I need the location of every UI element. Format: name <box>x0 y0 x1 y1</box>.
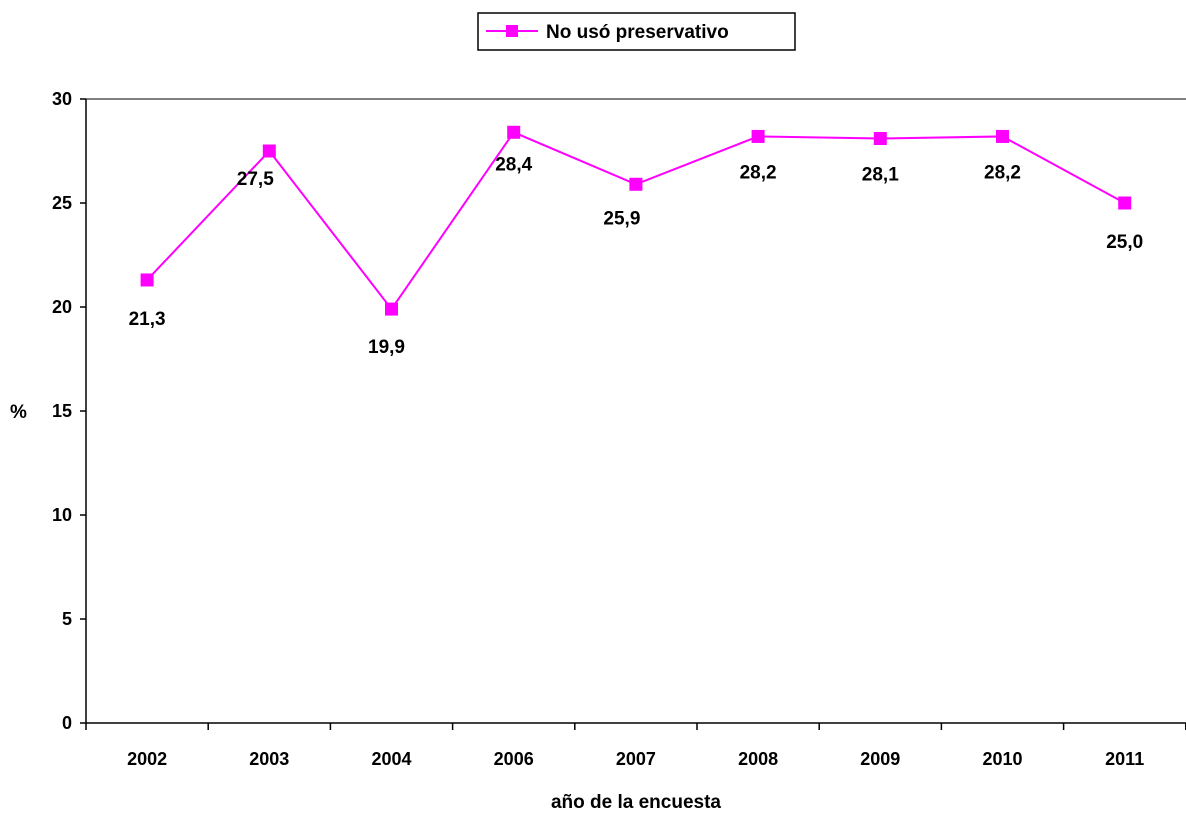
data-point-marker <box>1118 196 1132 210</box>
data-point-marker <box>751 129 765 143</box>
data-label: 28,2 <box>740 162 777 183</box>
data-point-marker <box>507 125 521 139</box>
y-tick-label: 15 <box>52 401 72 421</box>
x-tick-label: 2010 <box>982 749 1022 769</box>
x-tick-label: 2008 <box>738 749 778 769</box>
y-tick-label: 5 <box>62 609 72 629</box>
data-label: 25,0 <box>1106 232 1143 253</box>
data-point-marker <box>385 302 398 316</box>
series-no-uso-preservativo <box>140 125 1132 316</box>
x-axis-title: año de la encuesta <box>551 792 721 813</box>
data-label: 28,4 <box>495 154 532 175</box>
data-label: 28,2 <box>984 162 1021 183</box>
x-tick-label: 2009 <box>860 749 900 769</box>
y-tick-label: 10 <box>52 505 72 525</box>
data-label: 27,5 <box>237 169 274 190</box>
y-axis-title: % <box>10 402 27 423</box>
x-tick-label: 2003 <box>249 749 289 769</box>
data-point-marker <box>996 129 1009 143</box>
data-label: 21,3 <box>129 309 166 330</box>
data-point-marker <box>629 177 643 191</box>
x-tick-label: 2007 <box>616 749 656 769</box>
data-point-marker <box>140 273 154 287</box>
legend: No usó preservativo <box>477 12 796 51</box>
data-label: 25,9 <box>603 208 640 229</box>
y-tick-label: 30 <box>52 89 72 109</box>
data-labels: 21,3 27,5 19,9 28,4 25,9 28,2 28,1 28,2 25,0 <box>129 154 1144 358</box>
data-point-marker <box>873 132 887 146</box>
y-tick-label: 0 <box>62 713 72 733</box>
x-tick-label: 2004 <box>371 749 411 769</box>
data-point-marker <box>262 144 276 158</box>
y-tick-label: 25 <box>52 193 72 213</box>
x-tick-label: 2011 <box>1105 749 1144 769</box>
y-tick-label: 20 <box>52 297 72 317</box>
data-label: 19,9 <box>368 337 405 358</box>
x-axis-ticks: 2002 2003 2004 2006 2007 2008 2009 2010 2011 <box>85 723 1186 769</box>
legend-label: No usó preservativo <box>546 22 729 43</box>
x-tick-label: 2002 <box>127 749 167 769</box>
y-axis-ticks: 0 5 10 15 20 25 30 <box>52 89 86 733</box>
legend-swatch-marker <box>506 25 518 37</box>
data-label: 28,1 <box>862 165 899 186</box>
x-tick-label: 2006 <box>494 749 534 769</box>
